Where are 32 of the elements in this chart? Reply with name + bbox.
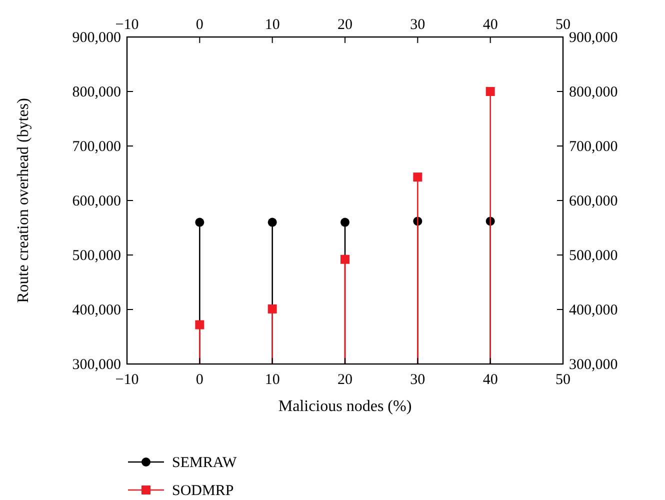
y2-tick-label: 700,000 — [569, 139, 618, 155]
y-tick-label: 300,000 — [72, 357, 121, 373]
y-tick-label: 900,000 — [72, 30, 121, 46]
x-tick-label: −10 — [115, 17, 139, 33]
y-tick-label: 400,000 — [72, 302, 121, 318]
y-tick-label: 800,000 — [72, 84, 121, 100]
y-tick-label: 700,000 — [72, 139, 121, 155]
x2-tick-label: 50 — [556, 372, 570, 388]
x2-tick-label: 0 — [196, 372, 204, 388]
x-tick-label: 10 — [264, 17, 280, 33]
legend-label: SEMRAW — [172, 455, 238, 471]
x2-tick-label: 20 — [338, 372, 352, 388]
y2-tick-label: 500,000 — [569, 248, 618, 264]
y2-tick-label: 800,000 — [569, 84, 618, 100]
y2-tick-label: 300,000 — [569, 357, 618, 373]
x-tick-label: 50 — [556, 17, 570, 33]
x2-tick-label: 40 — [482, 372, 498, 388]
x-tick-label: 40 — [482, 17, 498, 33]
y-tick-label: 600,000 — [72, 194, 121, 210]
x-tick-label: 0 — [196, 17, 204, 33]
x-tick-label: 20 — [338, 17, 352, 33]
y2-tick-label: 600,000 — [569, 194, 618, 210]
y2-tick-label: 900,000 — [569, 30, 618, 46]
y-axis-title: Route creation overhead (bytes) — [15, 98, 32, 303]
y2-tick-label: 400,000 — [569, 302, 618, 318]
x2-tick-label: 10 — [264, 372, 280, 388]
x2-tick-label: 30 — [410, 372, 426, 388]
legend-label: SODMRP — [172, 483, 234, 499]
x2-tick-label: −10 — [115, 372, 139, 388]
y-tick-label: 500,000 — [72, 248, 121, 264]
x-axis-title: Malicious nodes (%) — [278, 398, 412, 415]
x-tick-label: 30 — [410, 17, 426, 33]
